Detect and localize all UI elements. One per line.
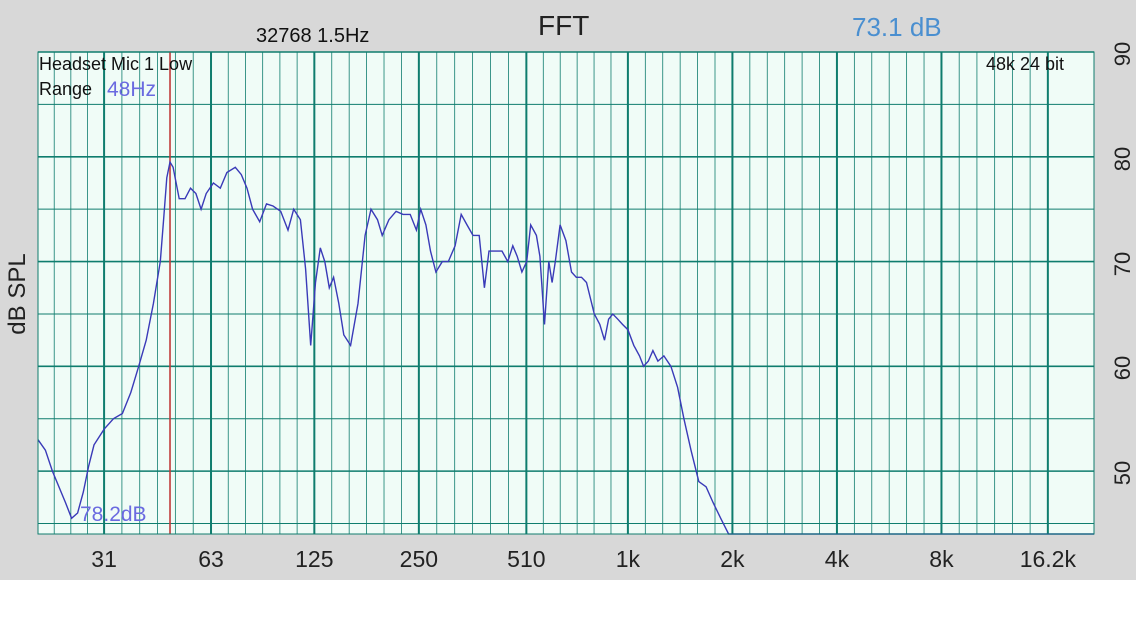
y-tick-label: 80 (1110, 146, 1135, 172)
x-tick-label: 8k (929, 546, 954, 572)
x-tick-label: 1k (615, 546, 641, 572)
y-tick-label: 70 (1110, 251, 1135, 276)
overall-level-readout: 73.1 dB (852, 12, 942, 42)
range-label: Range (39, 79, 93, 99)
sample-format-label[interactable]: 48k 24 bit (986, 54, 1065, 74)
spectrum-chart[interactable] (0, 0, 1136, 580)
plot-border (37, 51, 1095, 535)
x-tick-label: 16.2k (1019, 546, 1076, 572)
input-device-label[interactable]: Headset Mic 1 Low (39, 54, 193, 74)
x-tick-label: 63 (198, 546, 224, 572)
spectrum-trace (37, 160, 1094, 535)
y-tick-label: 60 (1110, 356, 1135, 381)
x-tick-label: 125 (295, 546, 334, 572)
fft-size-resolution[interactable]: 32768 1.5Hz (256, 25, 370, 47)
minor-grid (53, 52, 1031, 534)
cursor-frequency-readout: 48Hz (107, 78, 157, 101)
x-tick-label: 250 (399, 546, 439, 572)
x-tick-label: 2k (720, 546, 745, 572)
cursor-level-readout: 78.2dB (80, 503, 147, 526)
x-tick-label: 510 (507, 546, 546, 572)
page-title: FFT (538, 10, 590, 41)
fft-analyzer-app: 32768 1.5Hz FFT 73.1 dB dB SPL Headset M… (0, 0, 1136, 580)
x-tick-label: 4k (824, 546, 850, 572)
y-tick-label: 50 (1110, 460, 1135, 486)
x-tick-label: 31 (91, 546, 117, 572)
plot-area[interactable] (38, 52, 1094, 534)
y-tick-label: 90 (1110, 41, 1135, 67)
